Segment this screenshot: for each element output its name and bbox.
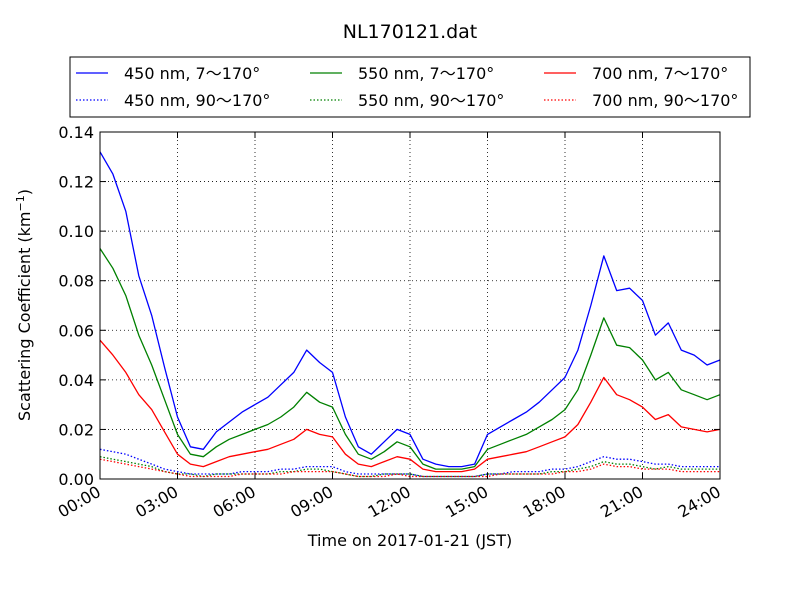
legend-label-3: 450 nm, 90～170° (124, 91, 270, 110)
legend-label-2: 700 nm, 7～170° (592, 64, 728, 83)
y-tick-label: 0.12 (58, 173, 94, 192)
series-line-0 (99, 151, 721, 468)
y-axis-label-main: Scattering Coefficient (km (15, 211, 34, 421)
x-axis-label: Time on 2017-01-21 (JST) (307, 531, 512, 550)
y-tick-label: 0.00 (58, 470, 94, 489)
series-line-1 (99, 248, 721, 470)
chart-title: NL170121.dat (343, 21, 478, 43)
legend-label-0: 450 nm, 7～170° (124, 64, 260, 83)
legend-label-5: 700 nm, 90～170° (592, 91, 738, 110)
legend-label-1: 550 nm, 7～170° (358, 64, 494, 83)
grid (100, 132, 720, 479)
y-axis-label-close: ) (15, 189, 34, 195)
series-line-2 (99, 339, 721, 473)
legend-items: 450 nm, 7～170° 550 nm, 7～170° 700 nm, 7～17… (76, 64, 738, 110)
y-axis-label-sup: −1 (14, 195, 27, 211)
y-tick-label: 0.08 (58, 272, 94, 291)
y-tick-label: 0.04 (58, 371, 94, 390)
series-line-4 (99, 456, 720, 478)
series-line-5 (99, 458, 720, 478)
y-tick-label: 0.10 (58, 222, 94, 241)
plot-area (100, 132, 720, 479)
y-axis: 0.00 0.02 0.04 0.06 0.08 0.10 0.12 0.14 (58, 123, 720, 489)
legend: 450 nm, 7～170° 550 nm, 7～170° 700 nm, 7～17… (69, 56, 751, 118)
y-tick-label: 0.14 (58, 123, 94, 142)
y-tick-label: 0.06 (58, 321, 94, 340)
legend-frame (69, 56, 751, 118)
y-tick-label: 0.02 (58, 420, 94, 439)
y-axis-label: Scattering Coefficient (km−1) (14, 189, 34, 421)
legend-label-4: 550 nm, 90～170° (358, 91, 504, 110)
